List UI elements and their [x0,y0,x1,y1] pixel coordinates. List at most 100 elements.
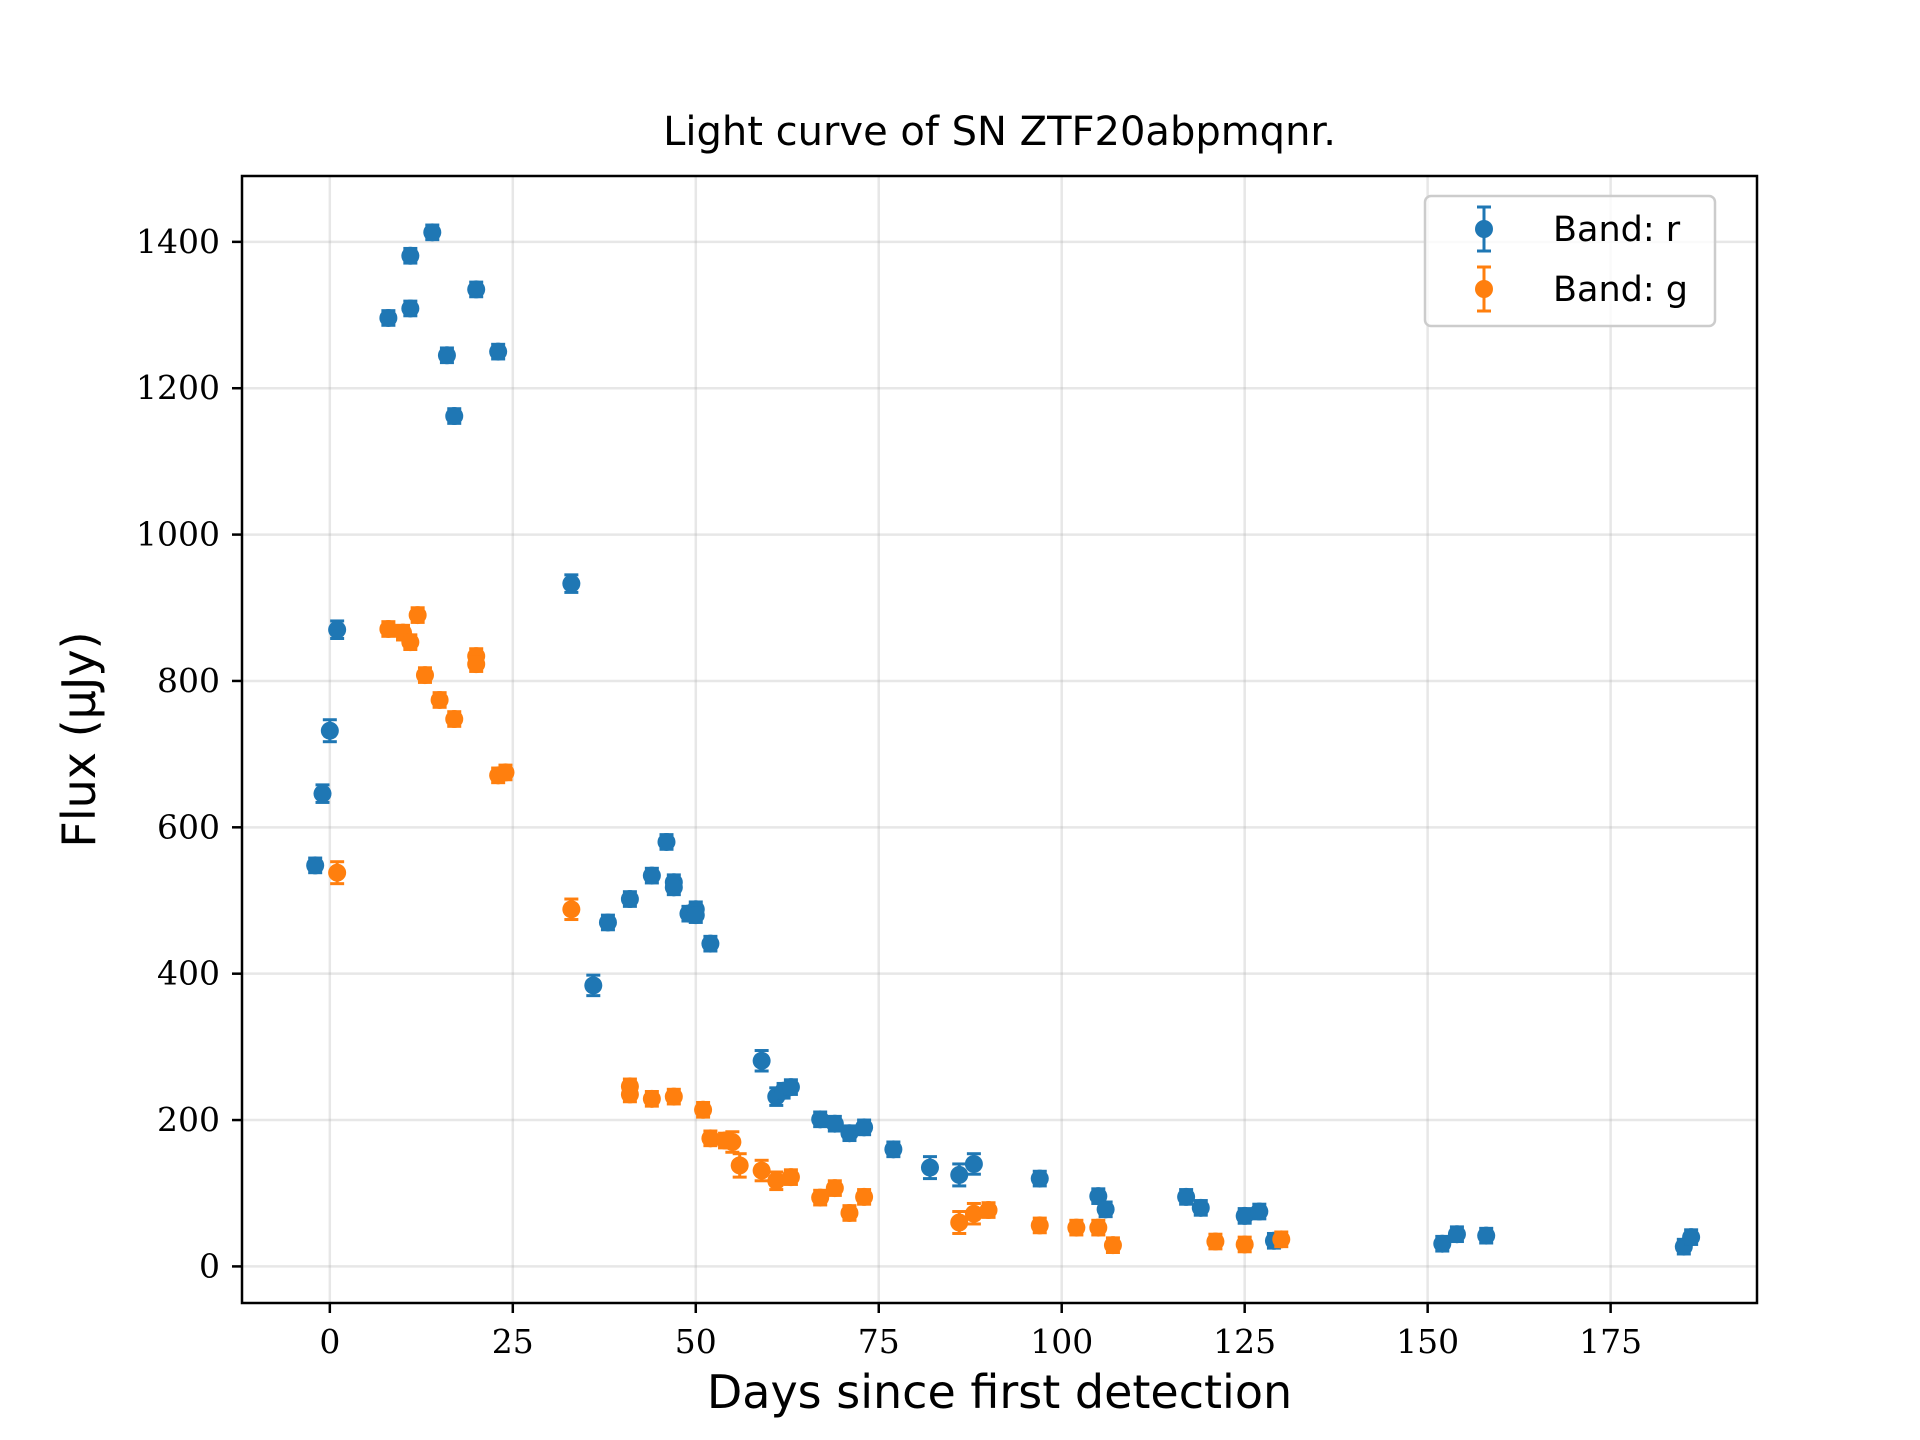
data-marker [811,1110,830,1129]
data-point [620,1085,639,1104]
legend-entry: Band: r [1475,205,1681,253]
data-marker [1191,1198,1210,1217]
data-point [1433,1234,1452,1253]
data-point [964,1201,983,1226]
legend: Band: r Band: g [1423,194,1717,328]
x-tick-label: 75 [858,1322,900,1361]
data-point [445,710,464,729]
data-marker [313,784,332,803]
x-tick-label: 25 [492,1322,534,1361]
data-marker [401,633,420,652]
data-marker [445,407,464,426]
data-marker [1089,1218,1108,1237]
data-point [1096,1200,1115,1219]
data-point [920,1155,939,1181]
data-point [825,1114,844,1133]
data-point [694,1100,713,1119]
data-point [730,1152,749,1179]
data-marker [752,1161,771,1180]
data-marker [408,606,427,625]
data-point [379,619,398,638]
data-point [423,223,442,242]
data-point [781,1168,800,1187]
data-marker [1030,1169,1049,1188]
data-marker [328,863,347,882]
data-point [825,1179,844,1198]
data-marker [401,246,420,265]
data-point [562,897,581,922]
series-band-r [306,223,1701,1256]
y-tick-label: 1000 [136,515,220,554]
data-marker [701,1129,720,1148]
data-marker [855,1118,874,1137]
data-marker [950,1165,969,1184]
data-marker [730,1156,749,1175]
y-tick-label: 800 [157,661,220,700]
data-marker [767,1171,786,1190]
data-point [1103,1236,1122,1255]
data-marker [642,1089,661,1108]
x-tick-label: 50 [675,1322,717,1361]
x-tick-label: 100 [1030,1322,1093,1361]
data-marker [1250,1202,1269,1221]
data-marker [496,763,515,782]
data-marker [598,913,617,932]
data-marker [825,1114,844,1133]
data-marker [781,1168,800,1187]
data-point [496,763,515,782]
y-tick-label: 1200 [136,368,220,407]
data-point [401,633,420,652]
data-marker [320,721,339,740]
data-marker [379,308,398,327]
data-point [401,246,420,265]
data-marker [1682,1228,1701,1247]
data-point [467,280,486,299]
data-point [1089,1218,1108,1237]
data-marker [415,666,434,685]
data-point [811,1188,830,1207]
legend-marker [1475,220,1493,238]
data-point [1250,1202,1269,1221]
data-marker [840,1124,859,1143]
data-point [1477,1226,1496,1245]
data-marker [723,1133,742,1151]
data-marker [964,1204,983,1223]
data-marker [701,934,720,953]
data-marker [855,1187,874,1206]
data-marker [1030,1216,1049,1235]
y-axis-label: Flux (μJy) [52,631,106,847]
data-marker [642,866,661,885]
data-point [723,1130,742,1154]
data-point [855,1187,874,1206]
legend-label: Band: r [1553,210,1681,250]
data-marker [584,976,603,995]
data-point [584,973,603,998]
data-point [664,1087,683,1106]
data-marker [694,1100,713,1119]
x-tick-label: 0 [319,1322,340,1361]
x-tick-label: 125 [1213,1322,1276,1361]
data-marker [1272,1230,1291,1249]
data-marker [1177,1187,1196,1206]
data-point [950,1162,969,1188]
data-point [1191,1198,1210,1217]
data-marker [825,1179,844,1198]
data-point [752,1049,771,1073]
data-marker [489,342,508,361]
data-point [437,346,456,365]
data-point [752,1158,771,1183]
data-marker [620,890,639,909]
data-marker [1477,1226,1496,1245]
data-point [642,866,661,885]
data-marker [379,619,398,638]
y-tick-label: 400 [157,954,220,993]
data-point [620,890,639,909]
data-marker [401,299,420,318]
data-marker [1103,1236,1122,1255]
data-marker [664,1087,683,1106]
data-marker [781,1078,800,1097]
y-tick-label: 600 [157,807,220,846]
data-marker [445,710,464,729]
data-point [979,1201,998,1220]
